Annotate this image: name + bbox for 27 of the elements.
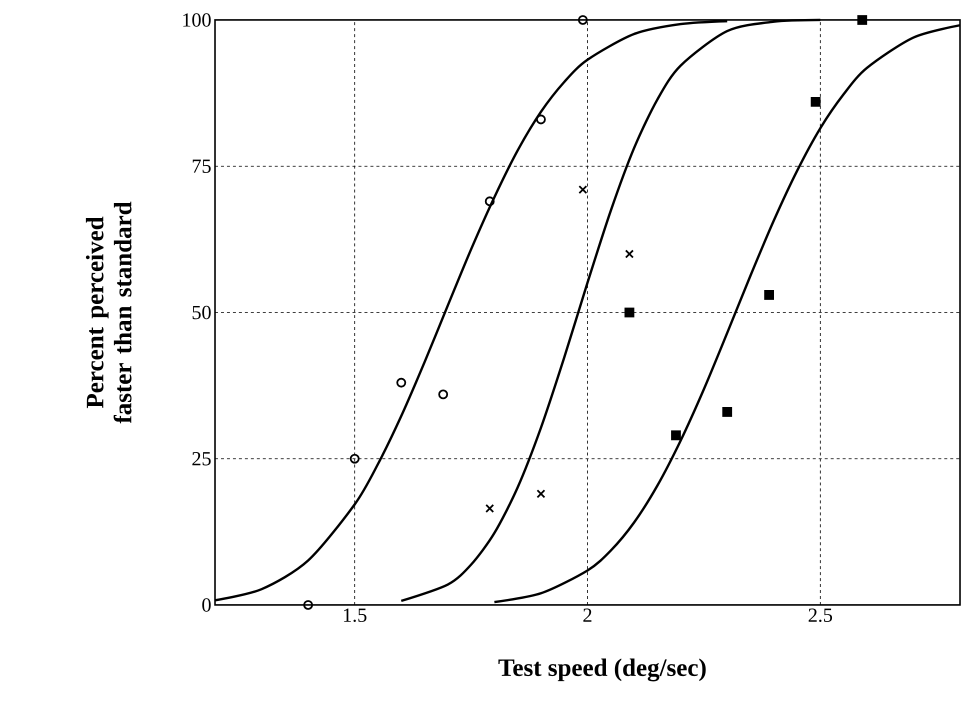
- x-tick-label: 2.5: [808, 608, 832, 622]
- x-axis-title: Test speed (deg/sec): [498, 658, 706, 682]
- point: [671, 430, 681, 440]
- y-tick-label: 100: [183, 13, 211, 27]
- point: [722, 407, 732, 417]
- point: [484, 196, 495, 206]
- y-tick-label: 75: [192, 160, 211, 173]
- point: [396, 378, 406, 388]
- x-tick-label: 2: [583, 608, 592, 622]
- point: [857, 15, 868, 25]
- point: [764, 290, 774, 300]
- point: [350, 454, 360, 464]
- point: [578, 15, 588, 25]
- point: [536, 489, 546, 498]
- point: [438, 389, 448, 400]
- point: [485, 504, 494, 513]
- y-axis-title: Percent perceived faster than standard: [86, 202, 132, 424]
- x-tick-label: 1.5: [344, 608, 366, 622]
- point: [303, 600, 314, 610]
- y-tick-label: 50: [192, 306, 211, 320]
- point: [624, 308, 634, 318]
- point: [578, 185, 588, 194]
- point: [624, 250, 634, 258]
- point: [810, 96, 821, 107]
- y-tick-label: 25: [192, 452, 211, 466]
- point: [536, 114, 546, 124]
- y-tick-label: 0: [202, 598, 211, 612]
